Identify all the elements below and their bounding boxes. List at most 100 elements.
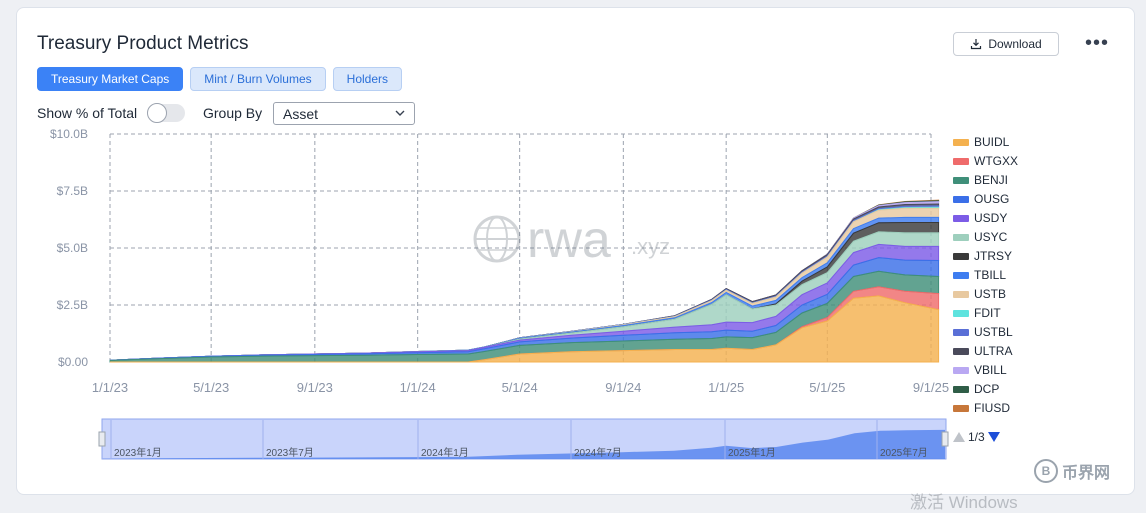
legend-swatch: [953, 233, 969, 241]
page-up-icon[interactable]: [953, 432, 965, 442]
legend-swatch: [953, 138, 969, 146]
y-tick-label: $5.0B: [57, 241, 88, 255]
legend-pager: 1/3: [953, 430, 1000, 444]
legend-label: TBILL: [974, 268, 1007, 282]
legend-label: JTRSY: [974, 249, 1013, 263]
x-tick-label: 9/1/25: [913, 380, 949, 395]
legend-swatch: [953, 347, 969, 355]
range-handle-left[interactable]: [98, 431, 106, 447]
x-tick-label: 5/1/23: [193, 380, 229, 395]
x-axis-ticks: 1/1/23 5/1/23 9/1/23 1/1/24 5/1/24 9/1/24 1/1/…: [92, 380, 949, 395]
navigator-label: 2025年7月: [880, 446, 928, 459]
legend-swatch: [953, 271, 969, 279]
legend-label: BENJI: [974, 173, 1009, 187]
page-title: Treasury Product Metrics: [37, 33, 249, 54]
x-tick-label: 9/1/24: [605, 380, 641, 395]
x-tick-label: 5/1/24: [502, 380, 538, 395]
legend-item-fdit[interactable]: FDIT: [953, 306, 1001, 320]
show-percent-label: Show % of Total: [37, 105, 138, 121]
range-navigator[interactable]: 2023年1月 2023年7月 2024年1月 2024年7月 2025年1月 2025年…: [98, 418, 949, 460]
legend-item-ustbl[interactable]: USTBL: [953, 325, 1013, 339]
legend-label: USTBL: [974, 325, 1013, 339]
chart-card: Treasury Product Metrics Download ••• Tr…: [16, 7, 1135, 495]
legend-swatch: [953, 176, 969, 184]
y-tick-label: $7.5B: [57, 184, 88, 198]
tab-holders[interactable]: Holders: [332, 67, 403, 91]
legend-swatch: [953, 195, 969, 203]
legend-swatch: [953, 214, 969, 222]
legend-label: BUIDL: [974, 135, 1010, 149]
navigator-label: 2025年1月: [728, 446, 776, 459]
legend-item-jtrsy[interactable]: JTRSY: [953, 249, 1012, 263]
y-tick-label: $10.0B: [50, 127, 88, 141]
navigator-label: 2023年7月: [266, 446, 314, 459]
show-percent-toggle[interactable]: [147, 103, 185, 123]
legend-swatch: [953, 157, 969, 165]
legend-label: VBILL: [974, 363, 1007, 377]
legend-item-benji[interactable]: BENJI: [953, 173, 1008, 187]
watermark-suffix: .xyz: [631, 234, 670, 259]
pager-text: 1/3: [968, 430, 985, 444]
legend-label: FDIT: [974, 306, 1001, 320]
tab-bar: Treasury Market Caps Mint / Burn Volumes…: [37, 67, 403, 91]
legend-label: WTGXX: [974, 154, 1018, 168]
legend-swatch: [953, 385, 969, 393]
legend-swatch: [953, 290, 969, 298]
group-by-select[interactable]: Asset: [273, 102, 415, 125]
tab-mint-burn-volumes[interactable]: Mint / Burn Volumes: [190, 67, 326, 91]
legend-label: USYC: [974, 230, 1008, 244]
download-button[interactable]: Download: [953, 32, 1059, 56]
corner-logo: B 币界网: [1034, 459, 1110, 483]
download-icon: [971, 39, 982, 50]
stacked-areas: [109, 199, 940, 363]
legend-swatch: [953, 252, 969, 260]
legend-item-buidl[interactable]: BUIDL: [953, 135, 1009, 149]
legend-item-tbill[interactable]: TBILL: [953, 268, 1006, 282]
area-buidl: [110, 295, 940, 363]
legend-label: DCP: [974, 382, 1000, 396]
legend-item-dcp[interactable]: DCP: [953, 382, 999, 396]
rwa-watermark: rwa .xyz: [473, 211, 670, 269]
legend-label: ULTRA: [974, 344, 1013, 358]
navigator-total-area: [103, 429, 945, 459]
legend-swatch: [953, 309, 969, 317]
y-tick-label: $0.00: [58, 355, 88, 369]
tab-treasury-market-caps[interactable]: Treasury Market Caps: [37, 67, 184, 91]
y-tick-label: $2.5B: [57, 298, 88, 312]
legend-item-usdy[interactable]: USDY: [953, 211, 1007, 225]
range-handle-right[interactable]: [941, 431, 949, 447]
x-tick-label: 1/1/25: [708, 380, 744, 395]
x-tick-label: 9/1/23: [297, 380, 333, 395]
x-tick-label: 5/1/25: [809, 380, 845, 395]
y-axis-ticks: $0.00 $2.5B $5.0B $7.5B $10.0B: [50, 127, 88, 369]
legend-swatch: [953, 404, 969, 412]
legend-label: USDY: [974, 211, 1008, 225]
navigator-label: 2023年1月: [114, 446, 162, 459]
market-cap-chart: rwa .xyz $0.00 $2.5B $5.0B $7.5B $10.0B 1/1/…: [50, 127, 949, 460]
globe-icon: [473, 215, 521, 263]
navigator-label: 2024年1月: [421, 446, 469, 459]
group-by-value: Asset: [283, 105, 319, 122]
legend-label: FIUSD: [974, 401, 1010, 415]
watermark-brand: rwa: [527, 211, 611, 269]
legend-item-ultra[interactable]: ULTRA: [953, 344, 1012, 358]
legend-swatch: [953, 366, 969, 374]
more-options-button[interactable]: •••: [1085, 32, 1110, 54]
legend-item-wtgxx[interactable]: WTGXX: [953, 154, 1018, 168]
page-down-icon[interactable]: [987, 432, 1000, 442]
chevron-down-icon: [394, 105, 406, 124]
legend-item-fiusd[interactable]: FIUSD: [953, 401, 1010, 415]
navigator-label: 2024年7月: [574, 446, 622, 459]
group-by-label: Group By: [203, 105, 263, 121]
corner-logo-text: 币界网: [1062, 465, 1111, 482]
legend-item-vbill[interactable]: VBILL: [953, 363, 1007, 377]
legend-item-ustb[interactable]: USTB: [953, 287, 1006, 301]
legend-label: OUSG: [974, 192, 1010, 206]
windows-activation-overlay: 激活 Windows: [910, 493, 1018, 512]
legend-item-ousg[interactable]: OUSG: [953, 192, 1009, 206]
legend-label: USTB: [974, 287, 1007, 301]
toggle-knob: [147, 103, 167, 123]
coin-icon: B: [1034, 459, 1058, 483]
download-label: Download: [988, 37, 1042, 51]
legend-item-usyc[interactable]: USYC: [953, 230, 1007, 244]
